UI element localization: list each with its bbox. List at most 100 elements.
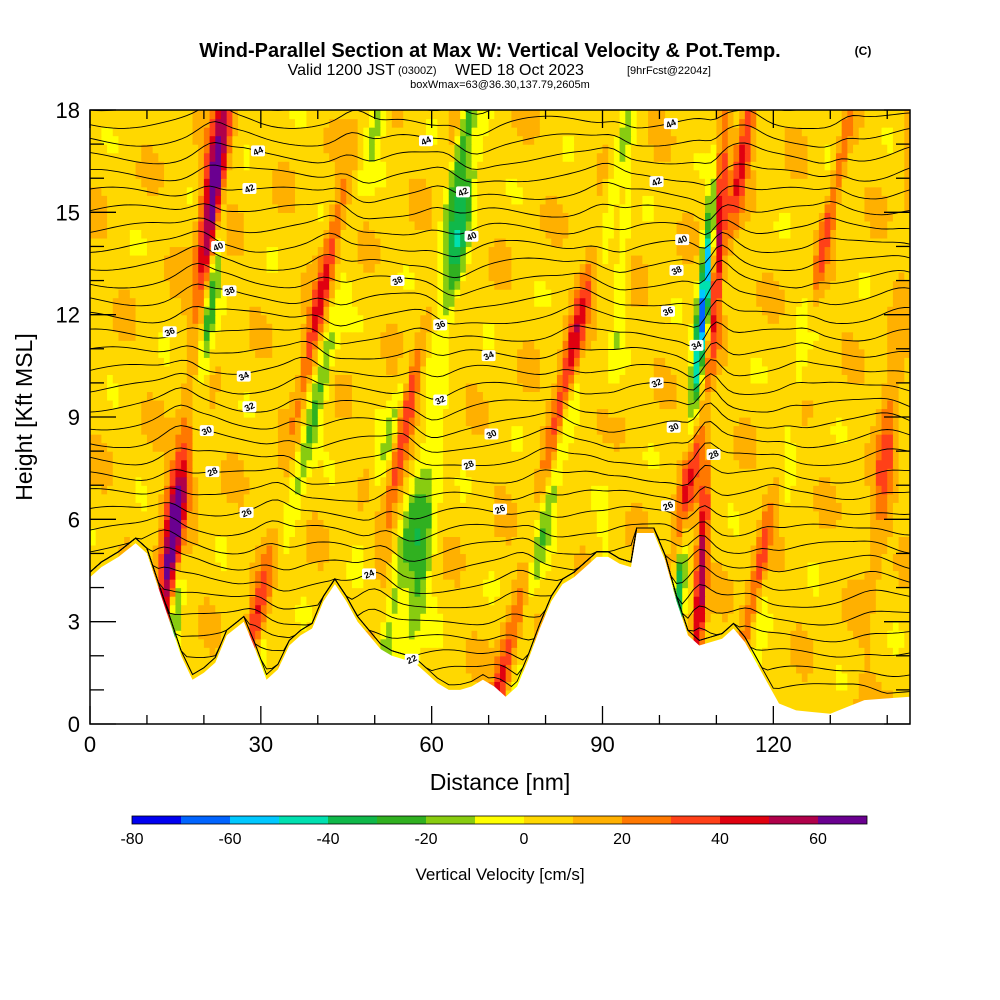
velocity-cell — [579, 561, 587, 572]
velocity-cell — [710, 365, 717, 375]
velocity-cell — [158, 493, 165, 503]
velocity-cell — [101, 451, 108, 461]
velocity-cell — [118, 510, 125, 520]
velocity-cell — [841, 502, 848, 512]
velocity-cell — [112, 399, 120, 410]
velocity-cell — [181, 365, 188, 375]
velocity-cell — [784, 689, 792, 700]
velocity-cell — [95, 382, 102, 393]
velocity-cell — [744, 442, 752, 452]
velocity-cell — [744, 544, 752, 555]
velocity-cell — [779, 613, 786, 623]
velocity-cell — [818, 706, 826, 717]
velocity-cell — [471, 365, 478, 375]
velocity-cell — [767, 638, 774, 648]
velocity-cell — [95, 493, 102, 503]
velocity-cell — [369, 536, 376, 546]
velocity-cell — [841, 493, 848, 503]
velocity-cell — [232, 587, 239, 597]
velocity-cell — [238, 468, 245, 478]
velocity-cell — [215, 476, 222, 486]
velocity-cell — [779, 630, 786, 640]
velocity-cell — [300, 485, 307, 495]
velocity-cell — [369, 630, 376, 640]
velocity-cell — [767, 587, 774, 597]
velocity-cell — [323, 468, 330, 478]
velocity-cell — [135, 493, 142, 503]
velocity-cell — [243, 382, 251, 393]
velocity-cell — [255, 502, 262, 512]
velocity-cell — [591, 493, 598, 503]
velocity-cell — [796, 698, 803, 708]
velocity-cell — [488, 587, 495, 597]
velocity-cell — [818, 493, 826, 503]
velocity-cell — [539, 493, 547, 503]
velocity-cell — [790, 638, 797, 648]
velocity-cell — [727, 408, 735, 418]
velocity-cell — [613, 442, 621, 452]
velocity-cell — [488, 570, 495, 580]
velocity-cell — [465, 570, 473, 580]
velocity-cell — [431, 647, 438, 657]
velocity-cell — [892, 604, 900, 614]
velocity-cell — [181, 561, 188, 572]
velocity-cell — [192, 613, 199, 623]
velocity-cell — [448, 587, 456, 597]
velocity-cell — [750, 391, 757, 401]
velocity-cell — [864, 613, 871, 623]
velocity-cell — [761, 553, 769, 563]
velocity-cell — [716, 365, 723, 375]
velocity-cell — [853, 493, 860, 503]
velocity-cell — [887, 672, 894, 682]
velocity-cell — [534, 604, 541, 614]
velocity-cell — [329, 476, 336, 486]
velocity-cell — [511, 425, 518, 435]
velocity-cell — [693, 451, 700, 461]
velocity-cell — [858, 587, 866, 597]
velocity-cell — [892, 553, 900, 563]
velocity-cell — [818, 698, 826, 708]
velocity-cell — [744, 604, 752, 614]
velocity-cell — [682, 451, 689, 461]
velocity-cell — [357, 502, 364, 512]
velocity-cell — [152, 391, 159, 401]
velocity-cell — [773, 468, 780, 478]
velocity-cell — [380, 493, 387, 503]
velocity-cell — [875, 493, 883, 503]
velocity-cell — [841, 527, 848, 537]
velocity-cell — [454, 417, 461, 427]
velocity-cell — [437, 544, 444, 555]
velocity-cell — [164, 579, 171, 589]
velocity-cell — [568, 425, 575, 435]
velocity-cell — [277, 630, 285, 640]
velocity-cell — [545, 425, 552, 435]
velocity-cell — [665, 476, 672, 486]
velocity-cell — [403, 399, 410, 410]
velocity-cell — [101, 544, 108, 555]
velocity-cell — [238, 561, 245, 572]
velocity-cell — [807, 689, 814, 700]
velocity-cell — [699, 382, 706, 393]
velocity-cell — [477, 561, 484, 572]
velocity-cell — [431, 485, 438, 495]
velocity-cell — [596, 502, 604, 512]
velocity-cell — [773, 527, 780, 537]
velocity-cell — [460, 579, 467, 589]
velocity-cell — [562, 459, 569, 469]
velocity-cell — [203, 459, 211, 469]
velocity-cell — [853, 621, 860, 631]
velocity-cell — [625, 536, 632, 546]
velocity-cell — [380, 587, 387, 597]
velocity-cell — [272, 630, 279, 640]
velocity-cell — [255, 527, 262, 537]
velocity-cell — [471, 382, 478, 393]
velocity-cell — [215, 638, 222, 648]
velocity-cell — [750, 493, 757, 503]
velocity-cell — [437, 647, 444, 657]
velocity-cell — [186, 596, 194, 606]
velocity-cell — [306, 596, 313, 606]
velocity-cell — [830, 425, 837, 435]
velocity-cell — [693, 613, 700, 623]
velocity-cell — [471, 621, 478, 631]
velocity-cell — [118, 451, 125, 461]
